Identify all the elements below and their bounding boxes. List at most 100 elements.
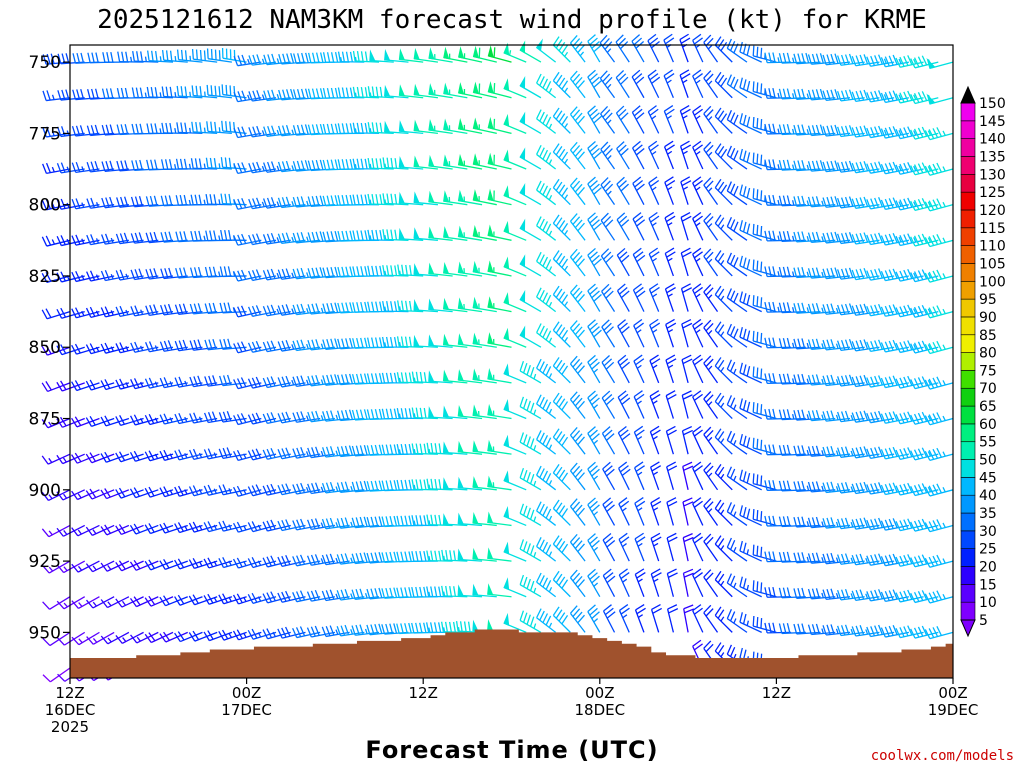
wind-barb (647, 105, 660, 134)
barb-feather (822, 446, 827, 457)
barb-feather (746, 259, 751, 270)
wind-barb (726, 288, 748, 313)
barb-feather (917, 448, 924, 459)
wind-barb (411, 586, 438, 598)
barb-feather (270, 483, 276, 494)
barb-feather (863, 196, 869, 207)
barb-feather (400, 479, 404, 491)
barb-feather (271, 89, 276, 100)
wind-barb (232, 593, 262, 605)
wind-barb (764, 123, 792, 135)
barb-feather (569, 34, 578, 44)
barb-feather (840, 553, 846, 564)
barb-feather (665, 144, 675, 151)
barb-flag (428, 83, 435, 96)
barb-feather (726, 537, 732, 548)
wind-barb (322, 230, 350, 243)
barb-feather (100, 343, 107, 354)
barb-feather (726, 252, 732, 263)
barb-feather (378, 516, 383, 527)
barb-feather (884, 270, 890, 281)
wind-barb (85, 488, 115, 500)
barb-half-feather (707, 294, 713, 299)
barb-feather (164, 159, 169, 170)
barb-feather (924, 415, 931, 426)
barb-feather (913, 342, 920, 353)
barb-feather (801, 338, 806, 349)
barb-feather (322, 123, 327, 135)
barb-half-feather (791, 271, 795, 277)
wind-barb (428, 83, 453, 99)
barb-half-feather (78, 602, 83, 607)
barb-feather (233, 235, 239, 246)
barb-feather (602, 497, 612, 505)
wind-barb (601, 355, 616, 384)
barb-flag (428, 298, 435, 311)
barb-feather (895, 235, 901, 246)
barb-feather (819, 53, 824, 64)
barb-feather (545, 473, 552, 483)
barb-feather (589, 180, 598, 188)
barb-feather (705, 501, 714, 510)
barb-feather (552, 428, 560, 438)
barb-feather (880, 520, 886, 531)
wind-barb (277, 160, 306, 173)
barb-shaft (237, 275, 262, 282)
barb-feather (739, 433, 743, 445)
barb-feather (693, 286, 703, 294)
barb-feather (371, 229, 375, 241)
barb-feather (223, 266, 228, 277)
wind-barb (536, 323, 557, 348)
barb-feather (41, 491, 49, 501)
barb-feather (899, 520, 905, 531)
barb-feather (826, 446, 831, 457)
barb-feather (830, 267, 835, 278)
barb-feather (385, 587, 390, 599)
barb-half-feather (320, 343, 324, 349)
barb-feather (726, 430, 732, 441)
barb-half-feather (306, 200, 309, 206)
barb-feather (855, 162, 861, 173)
wind-barb (851, 303, 880, 316)
wind-barb (487, 511, 512, 527)
barb-half-feather (733, 404, 737, 410)
barb-feather (334, 52, 339, 63)
wind-barb (587, 69, 602, 99)
barb-feather (907, 268, 913, 279)
wind-barb (277, 268, 306, 280)
barb-feather (138, 268, 144, 279)
barb-feather (760, 404, 763, 415)
barb-feather (874, 447, 879, 458)
barb-feather (577, 293, 585, 303)
barb-feather (197, 303, 202, 314)
barb-feather (193, 376, 199, 387)
barb-half-feather (777, 235, 780, 241)
barb-feather (163, 558, 170, 569)
wind-barb (503, 541, 527, 562)
barb-feather (756, 224, 759, 236)
barb-feather (133, 378, 140, 388)
wind-barb (632, 247, 646, 277)
barb-feather (633, 390, 643, 398)
wind-barb (442, 297, 468, 313)
barb-half-feather (821, 414, 824, 420)
barb-feather (703, 212, 712, 222)
barb-feather (129, 452, 136, 462)
barb-feather (237, 306, 243, 317)
wind-barb (337, 194, 365, 206)
barb-feather (304, 88, 309, 99)
barb-feather (213, 194, 217, 205)
barb-flag (443, 46, 450, 60)
barb-half-feather (652, 471, 659, 476)
wind-barb (924, 198, 954, 212)
barb-feather (705, 358, 714, 367)
barb-feather (233, 163, 239, 174)
barb-feather (840, 446, 846, 457)
wind-barb (601, 283, 616, 312)
barb-flag (457, 261, 465, 274)
barb-feather (311, 267, 316, 278)
wind-barb (233, 54, 262, 67)
barb-feather (636, 254, 646, 263)
barb-feather (913, 199, 920, 210)
barb-half-feather (203, 163, 206, 169)
